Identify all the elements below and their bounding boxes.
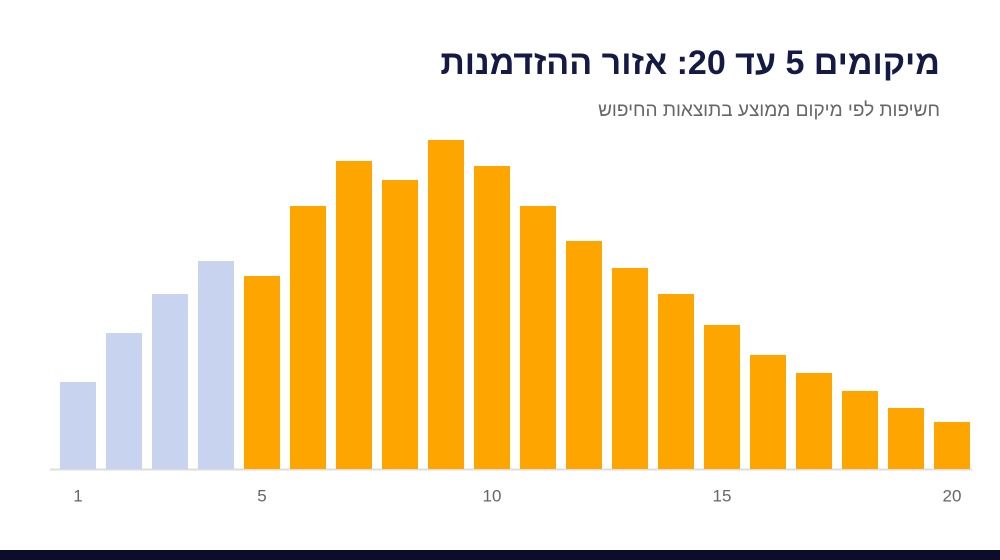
chart-title: מיקומים 5 עד 20: אזור ההזדמנות [440,44,940,82]
bar [474,166,510,469]
bar [934,422,970,469]
bar [888,408,924,469]
bar [750,355,786,469]
bar [152,294,188,469]
bar [60,382,96,469]
footer-band [0,550,1000,560]
x-tick-label: 20 [943,486,962,505]
bar [520,206,556,469]
bar [106,333,142,469]
x-tick-label: 5 [257,486,266,505]
bar [704,325,740,469]
bar [382,180,418,469]
bar [290,206,326,469]
bar [566,241,602,469]
bar [244,276,280,469]
bar [198,261,234,469]
bar [612,268,648,469]
bar [658,294,694,469]
x-tick-label: 15 [713,486,732,505]
bar [796,373,832,469]
x-tick-label: 1 [73,486,82,505]
chart-subtitle: חשיפות לפי מיקום ממוצע בתוצאות החיפוש [598,100,940,121]
x-tick-label: 10 [483,486,502,505]
bar [336,161,372,469]
bar [842,391,878,469]
bar [428,140,464,469]
